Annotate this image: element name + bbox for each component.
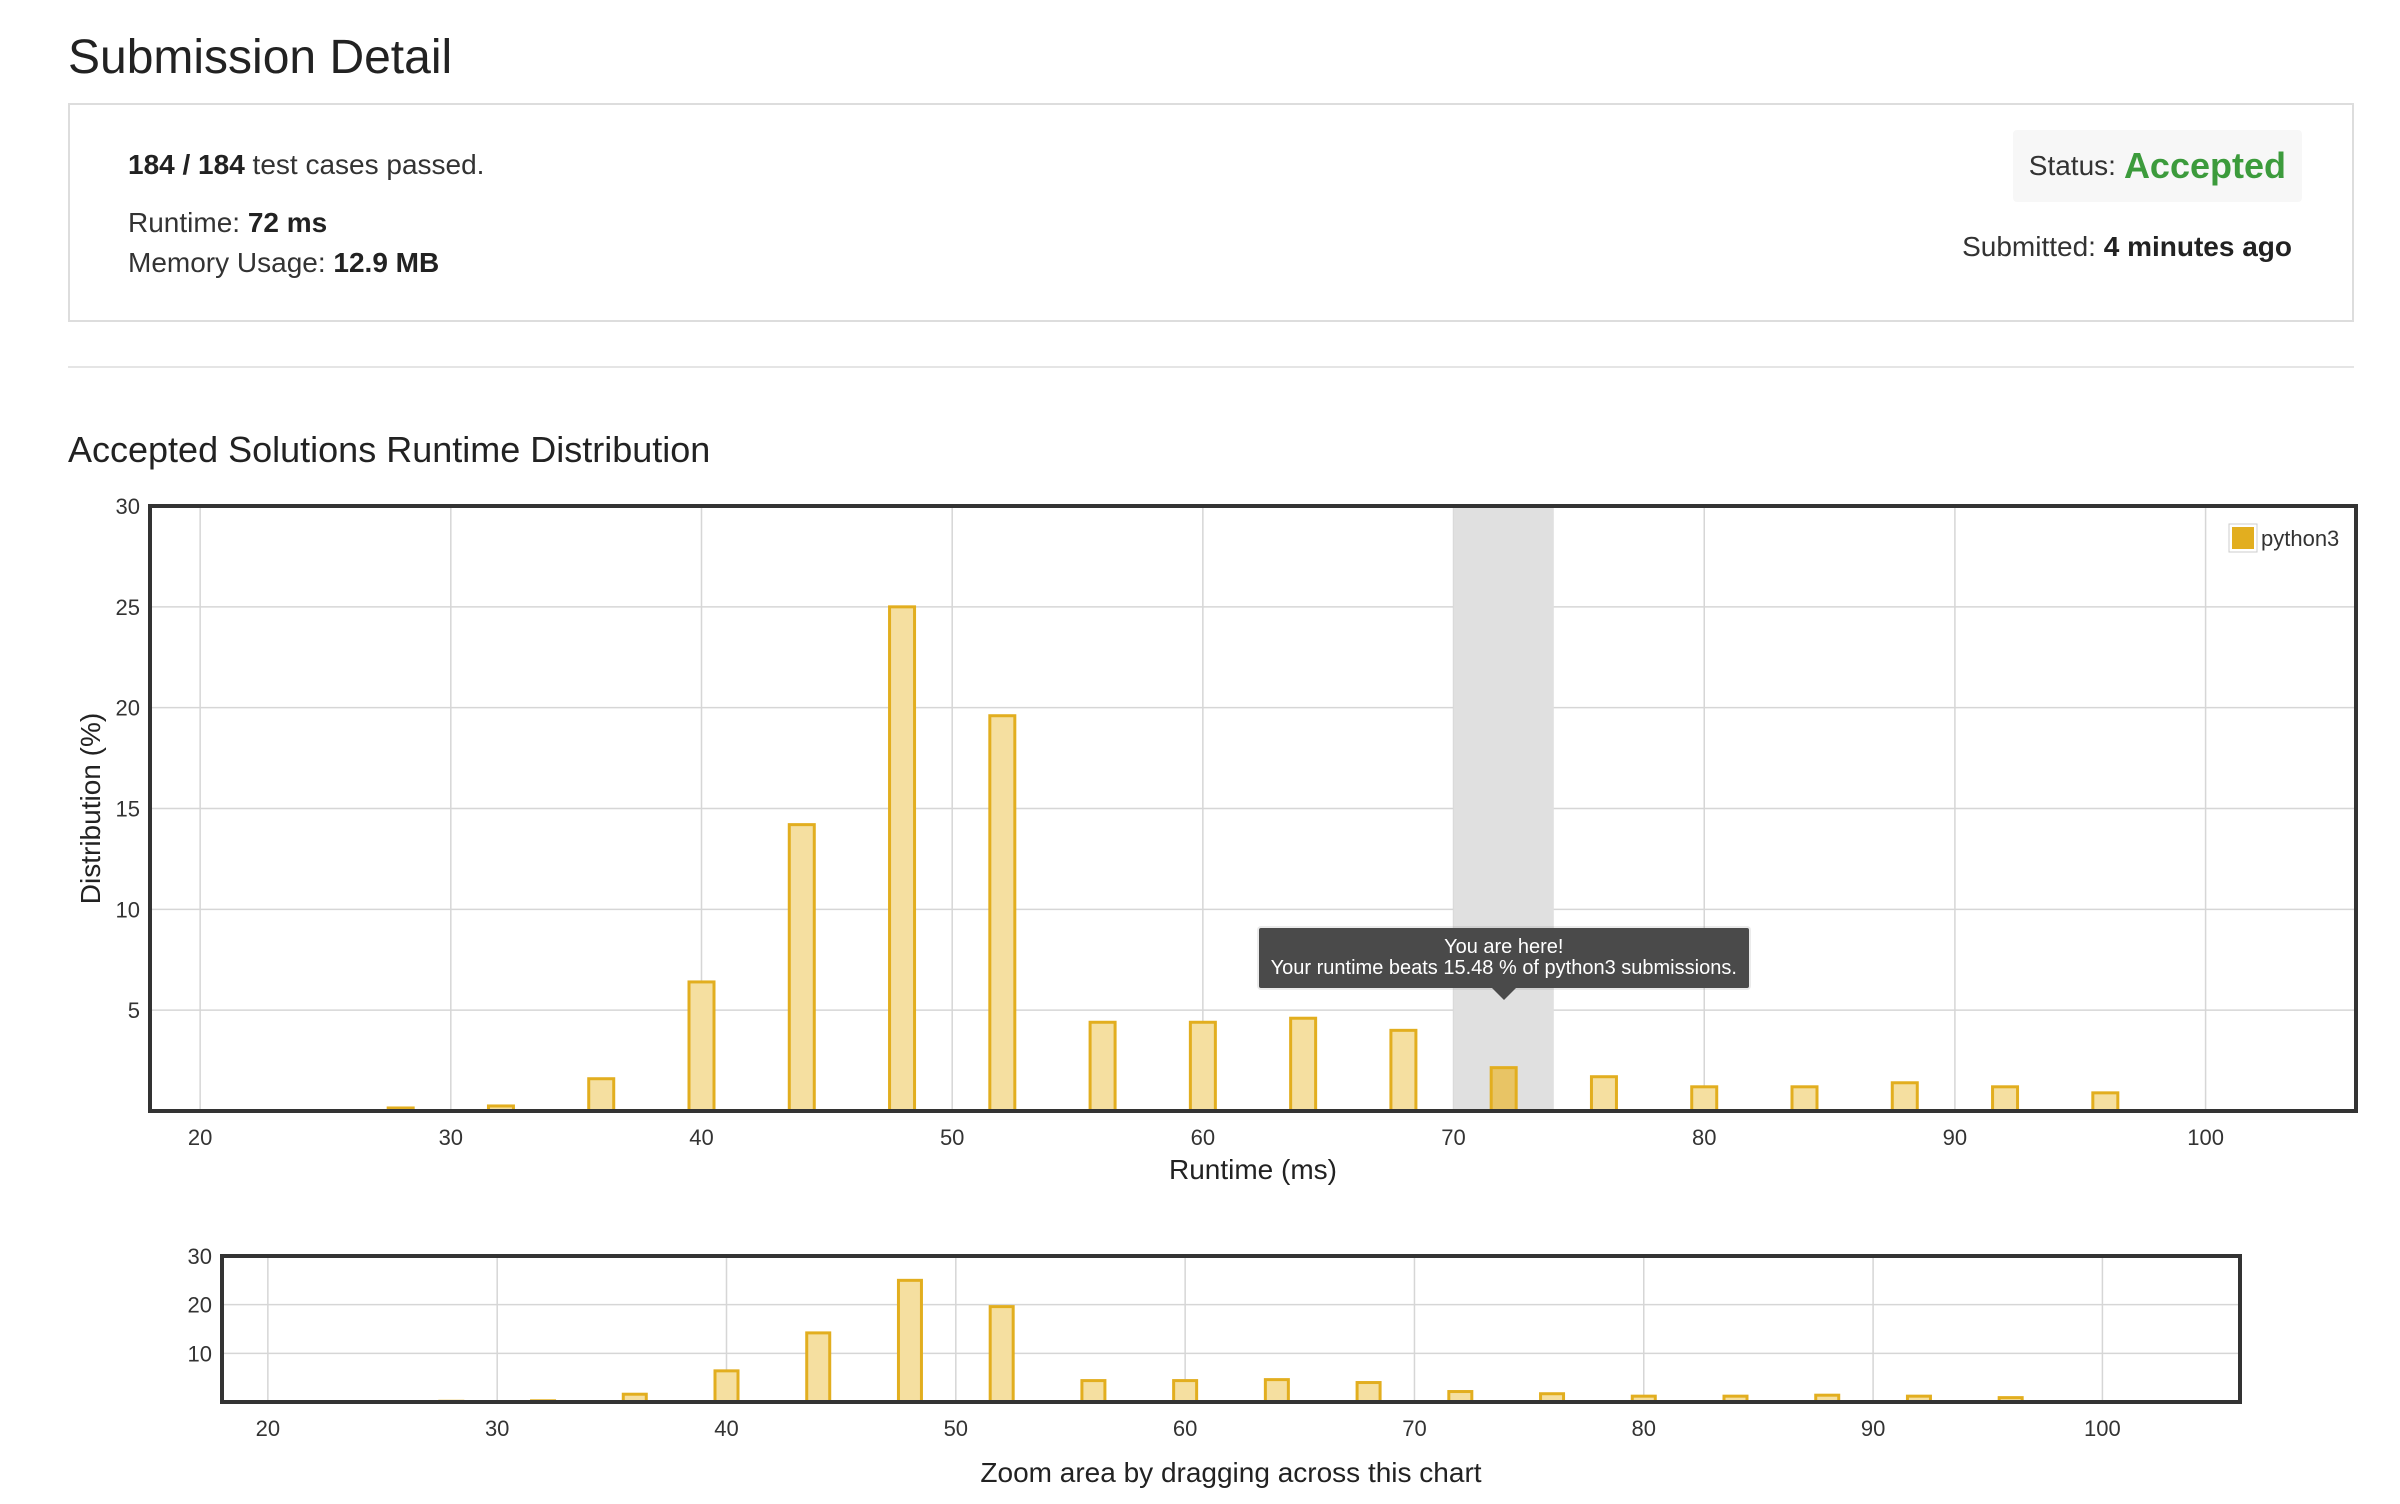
runtime-line: Runtime: 72 ms xyxy=(128,203,484,243)
main-chart-bar xyxy=(1991,1085,2020,1113)
main-chart-x-tick-label: 20 xyxy=(188,1125,212,1150)
memory-line: Memory Usage: 12.9 MB xyxy=(128,243,484,283)
overview-chart-x-tick-label: 30 xyxy=(485,1416,509,1441)
overview-chart-bar xyxy=(1355,1381,1382,1404)
main-chart-y-tick-label: 15 xyxy=(116,797,140,822)
main-chart-bar xyxy=(1289,1016,1318,1113)
overview-chart-y-tick-label: 20 xyxy=(188,1293,212,1318)
main-chart-bar xyxy=(1589,1075,1618,1113)
main-chart-x-tick-label: 90 xyxy=(1943,1125,1967,1150)
overview-chart-y-tick-label: 10 xyxy=(188,1341,212,1366)
test-cases-suffix: test cases passed. xyxy=(244,149,485,180)
main-chart-y-tick-label: 30 xyxy=(116,494,140,519)
overview-chart-bar xyxy=(988,1305,1015,1404)
overview-chart-x-axis-label: Zoom area by dragging across this chart xyxy=(980,1457,1481,1488)
overview-chart-y-tick-label: 30 xyxy=(188,1244,212,1269)
submission-summary-panel: 184 / 184 test cases passed. Runtime: 72… xyxy=(68,103,2354,322)
main-chart-x-tick-label: 100 xyxy=(2187,1125,2224,1150)
main-chart-y-tick-label: 25 xyxy=(116,595,140,620)
memory-value: 12.9 MB xyxy=(333,247,440,278)
main-chart-bar xyxy=(687,980,716,1113)
overview-chart-bar xyxy=(713,1369,740,1404)
main-chart-bar xyxy=(587,1077,616,1113)
main-chart-x-tick-label: 70 xyxy=(1441,1125,1465,1150)
overview-chart-bar xyxy=(896,1278,923,1404)
main-chart-x-tick-label: 60 xyxy=(1191,1125,1215,1150)
main-chart-bar xyxy=(1890,1081,1919,1113)
overview-chart-bar xyxy=(805,1331,832,1404)
main-chart-x-tick-label: 30 xyxy=(439,1125,463,1150)
overview-chart-bar xyxy=(1263,1378,1290,1404)
overview-chart-x-tick-label: 90 xyxy=(1861,1416,1885,1441)
overview-chart-x-tick-label: 40 xyxy=(714,1416,738,1441)
overview-chart-frame xyxy=(220,1254,2242,1404)
main-chart-y-tick-label: 10 xyxy=(116,897,140,922)
main-chart-highlight-band xyxy=(1453,506,1554,1111)
overview-chart-bar xyxy=(1172,1379,1199,1404)
overview-chart-x-tick-label: 80 xyxy=(1632,1416,1656,1441)
main-chart-y-tick-label: 20 xyxy=(116,696,140,721)
status-badge: Status: Accepted xyxy=(2012,130,2302,202)
main-chart-x-axis-label: Runtime (ms) xyxy=(1169,1154,1337,1185)
section-title: Accepted Solutions Runtime Distribution xyxy=(68,429,711,470)
main-chart-bar xyxy=(2091,1091,2120,1113)
overview-chart-x-tick-label: 60 xyxy=(1173,1416,1197,1441)
overview-chart-bar xyxy=(1080,1379,1107,1404)
main-chart-legend-label: python3 xyxy=(2261,526,2339,551)
test-cases-count: 184 / 184 xyxy=(128,149,245,180)
main-chart-bar xyxy=(988,714,1017,1113)
summary-stats: 184 / 184 test cases passed. Runtime: 72… xyxy=(128,145,484,283)
runtime-value: 72 ms xyxy=(247,207,328,238)
main-chart-y-axis-label: Distribution (%) xyxy=(75,713,106,904)
overview-chart-x-tick-label: 100 xyxy=(2084,1416,2121,1441)
submitted-line: Submitted: 4 minutes ago xyxy=(1962,227,2292,267)
submitted-label: Submitted: xyxy=(1962,231,2104,262)
main-chart-bar xyxy=(1790,1085,1819,1113)
main-chart-bar xyxy=(888,605,917,1113)
test-cases-line: 184 / 184 test cases passed. xyxy=(128,145,484,185)
main-chart-legend-swatch xyxy=(2230,525,2256,551)
memory-label: Memory Usage: xyxy=(128,247,334,278)
status-value: Accepted xyxy=(2123,145,2286,186)
submitted-value: 4 minutes ago xyxy=(2103,231,2292,262)
main-chart-group: 20 30 40 50 60 70 80 90 100 5 10 15 20 25 30 Runtime (m… xyxy=(75,494,2358,1185)
main-chart-bar xyxy=(1389,1028,1418,1113)
main-chart-bar xyxy=(1188,1020,1217,1113)
main-chart-bar xyxy=(1088,1020,1117,1113)
main-chart-bar xyxy=(1690,1085,1719,1113)
main-chart-x-tick-label: 40 xyxy=(689,1125,713,1150)
status-label: Status: xyxy=(2028,150,2116,181)
runtime-tooltip: You are here! Your runtime beats 15.48 %… xyxy=(1258,927,1749,1000)
main-chart-bar xyxy=(1489,1066,1518,1113)
tooltip-title: You are here! xyxy=(1444,935,1564,958)
page-title: Submission Detail xyxy=(68,31,453,84)
overview-chart-x-tick-label: 50 xyxy=(944,1416,968,1441)
main-chart-x-tick-label: 50 xyxy=(940,1125,964,1150)
tooltip-text: Your runtime beats 15.48 % of python3 su… xyxy=(1270,956,1737,979)
overview-chart-group: 20 30 40 50 60 70 80 90 100 10 20 30 Zoom area by dr… xyxy=(188,1244,2242,1488)
overview-chart-x-tick-label: 70 xyxy=(1402,1416,1426,1441)
main-chart-y-tick-label: 5 xyxy=(128,998,140,1023)
overview-chart-x-tick-label: 20 xyxy=(256,1416,280,1441)
main-chart-x-tick-label: 80 xyxy=(1692,1125,1716,1150)
divider xyxy=(68,366,2354,368)
runtime-label: Runtime: xyxy=(128,207,248,238)
main-chart-legend-swatch-border xyxy=(2228,523,2258,553)
main-chart-bar xyxy=(787,823,816,1113)
main-chart-frame xyxy=(148,504,2358,1113)
